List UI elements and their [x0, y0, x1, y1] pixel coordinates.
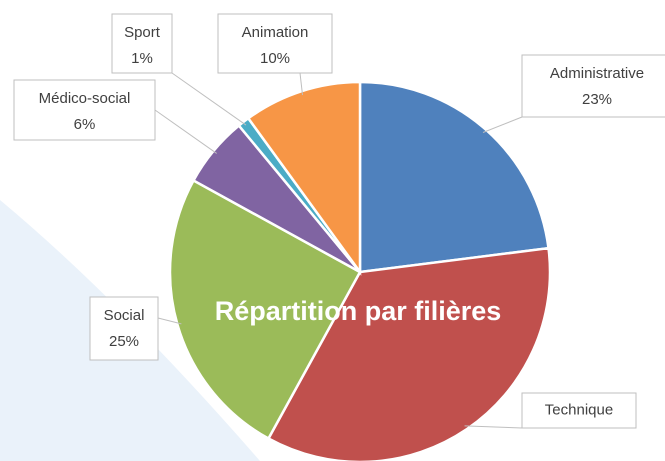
- category-label: Technique: [545, 401, 613, 418]
- label-box: [111, 13, 173, 74]
- pie: [168, 80, 552, 461]
- label-box: [217, 13, 333, 74]
- value-label: 10%: [260, 50, 290, 67]
- category-label: Sport: [124, 24, 161, 41]
- label-box: [521, 392, 637, 429]
- pie-slice: [358, 80, 550, 274]
- leader-line: [299, 72, 304, 96]
- category-label: Animation: [242, 24, 309, 41]
- category-label: Médico-social: [39, 90, 131, 107]
- category-label: Social: [104, 307, 145, 324]
- leader-line: [171, 72, 247, 126]
- value-label: 6%: [74, 116, 96, 133]
- value-label: 1%: [131, 50, 153, 67]
- leader-line: [157, 317, 182, 325]
- pie-slice: [266, 246, 552, 461]
- leader-line: [482, 116, 523, 133]
- pie-slice: [246, 80, 362, 276]
- leader-line: [154, 109, 217, 154]
- leader-line: [464, 425, 523, 429]
- category-label: Administrative: [550, 65, 644, 82]
- value-label: 25%: [109, 333, 139, 350]
- callouts: Administrative 23% Technique Social 25% Médic…: [13, 13, 665, 429]
- label-box: [521, 54, 665, 118]
- label-box: [89, 296, 159, 361]
- value-label: 23%: [582, 91, 612, 108]
- pie-slice: [168, 178, 362, 441]
- chart-title: Répartition par filières: [215, 296, 502, 326]
- label-box: [13, 79, 156, 141]
